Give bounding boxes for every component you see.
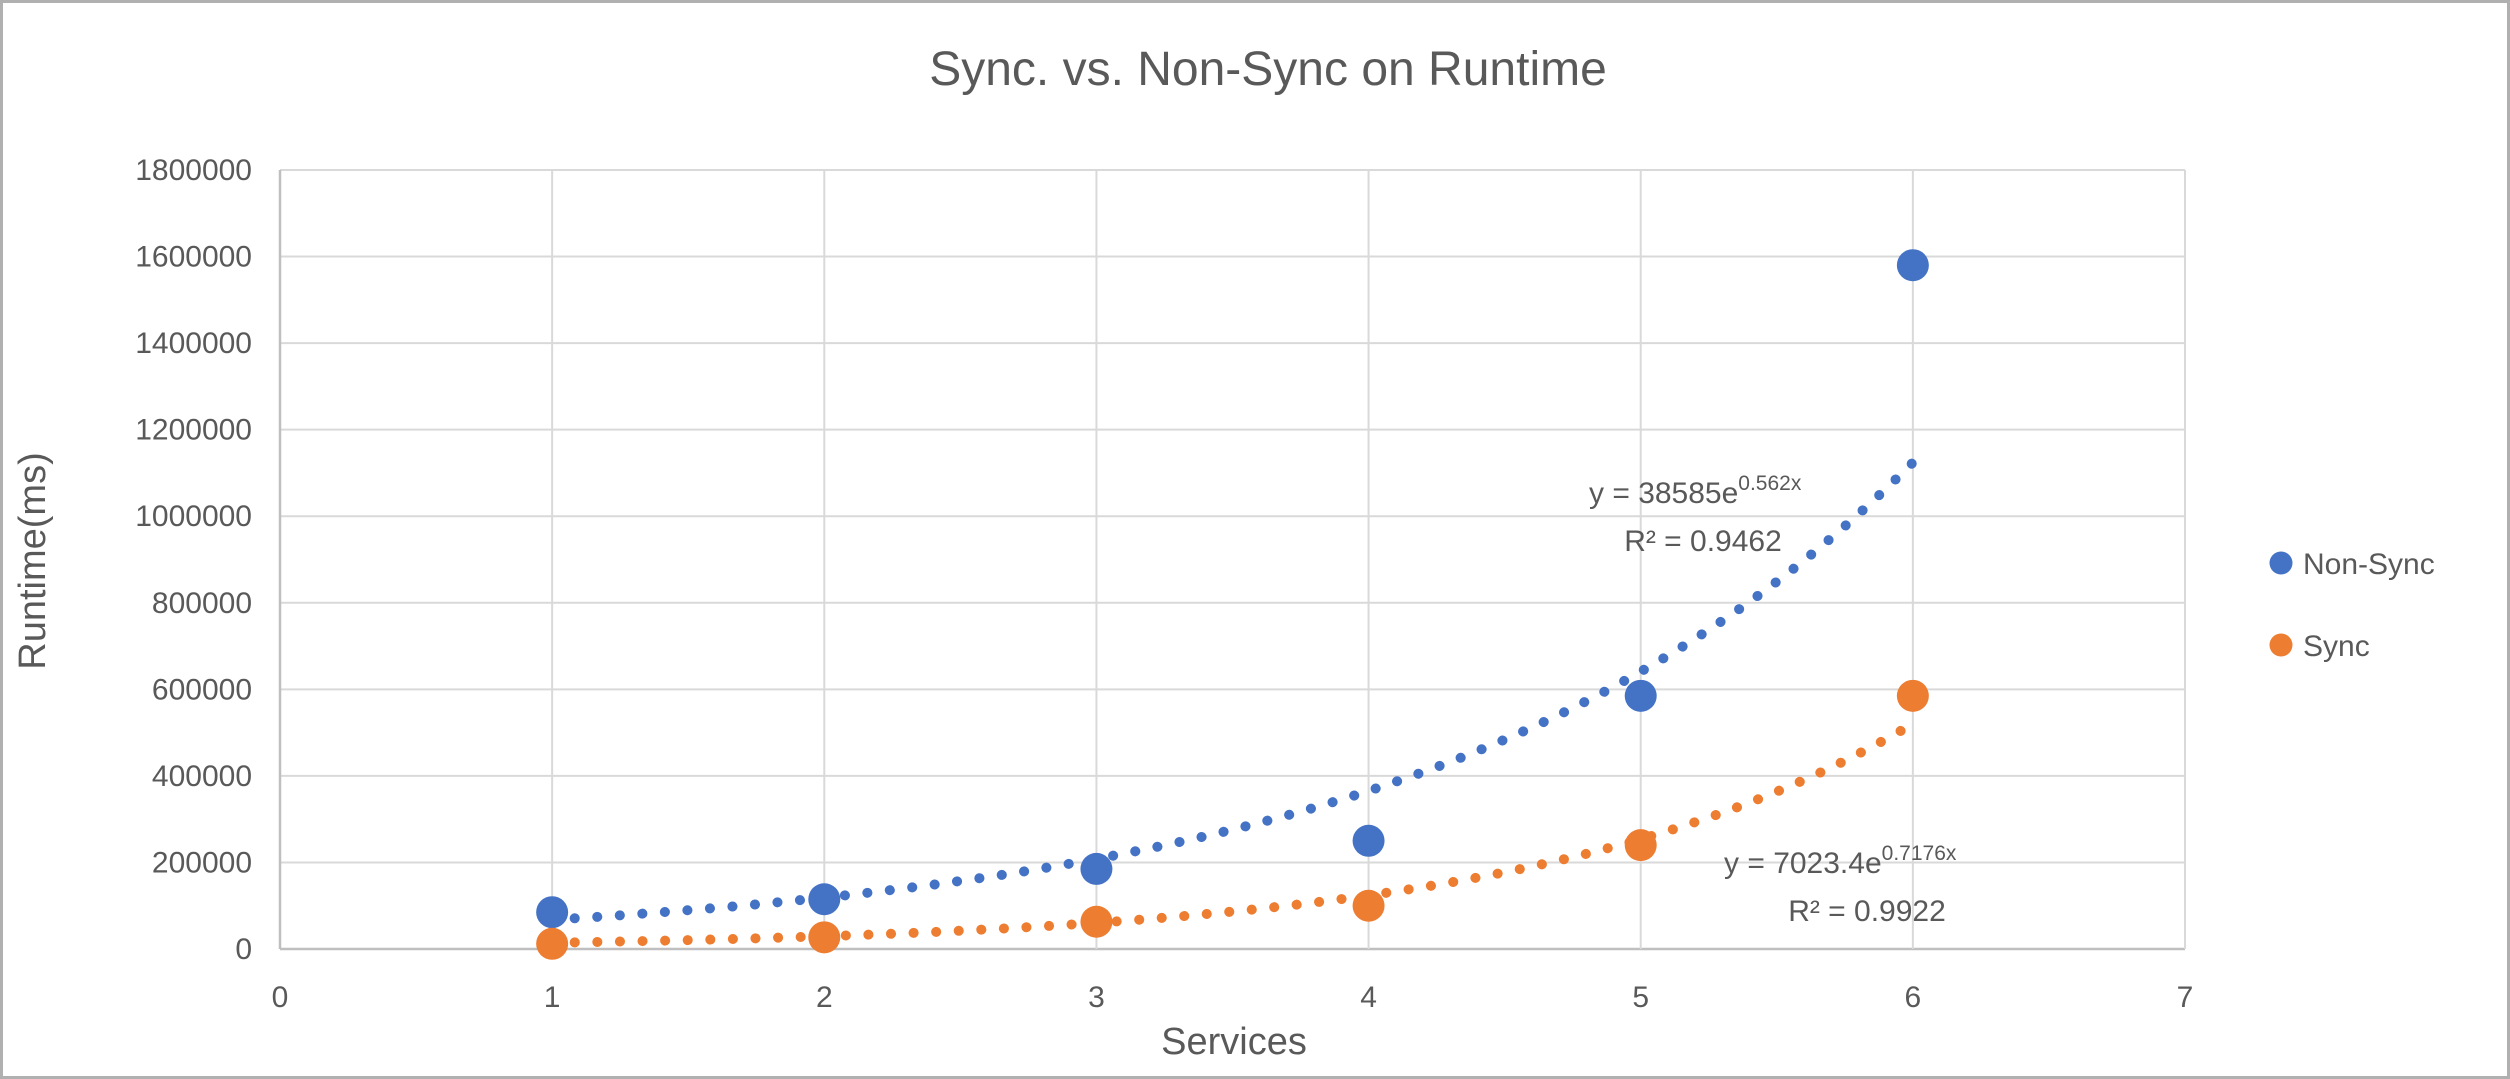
y-tick-400000: 400000 xyxy=(152,760,252,793)
trendline-equation-non-sync[interactable]: y = 38585e0.562x R² = 0.9462 xyxy=(1589,472,1802,558)
x-tick-0: 0 xyxy=(272,981,289,1014)
data-point-non-sync-5[interactable] xyxy=(1624,679,1657,712)
trendline-sync[interactable] xyxy=(547,718,1918,948)
r2-label-non-sync: R² = 0.9462 xyxy=(1624,525,1782,558)
equation-exponent-sync: 0.7176x xyxy=(1882,842,1957,865)
y-tick-600000: 600000 xyxy=(152,673,252,706)
y-tick-200000: 200000 xyxy=(152,846,252,879)
equation-exponent-non-sync: 0.562x xyxy=(1738,472,1802,495)
data-point-sync-4[interactable] xyxy=(1352,889,1385,922)
y-axis-title: Runtime(ms) xyxy=(12,452,54,669)
data-point-sync-1[interactable] xyxy=(536,927,569,960)
data-point-non-sync-4[interactable] xyxy=(1352,824,1385,857)
data-point-non-sync-1[interactable] xyxy=(536,896,569,929)
gridlines xyxy=(278,169,2186,951)
x-tick-3: 3 xyxy=(1088,981,1105,1014)
data-point-sync-6[interactable] xyxy=(1896,679,1929,712)
data-point-sync-2[interactable] xyxy=(808,921,841,954)
data-point-non-sync-3[interactable] xyxy=(1080,852,1113,885)
x-tick-6: 6 xyxy=(1905,981,1922,1014)
chart-title[interactable]: Sync. vs. Non-Sync on Runtime xyxy=(929,43,1607,96)
y-tick-1400000: 1400000 xyxy=(135,327,252,360)
y-tick-1200000: 1200000 xyxy=(135,414,252,447)
data-point-non-sync-6[interactable] xyxy=(1896,249,1929,282)
scatter-chart: 0 200000 400000 600000 800000 1000000 1200000 1… xyxy=(12,43,2435,1063)
x-tick-2: 2 xyxy=(816,981,833,1014)
x-tick-1: 1 xyxy=(544,981,561,1014)
y-tick-800000: 800000 xyxy=(152,587,252,620)
tick-labels: 0 200000 400000 600000 800000 1000000 1200000 1… xyxy=(135,154,2193,1014)
legend-item-sync[interactable]: Sync xyxy=(2269,630,2370,663)
legend-item-non-sync[interactable]: Non-Sync xyxy=(2269,548,2435,581)
data-point-sync-5[interactable] xyxy=(1624,829,1657,862)
x-tick-7: 7 xyxy=(2177,981,2194,1014)
data-points xyxy=(536,249,1929,960)
equation-base-non-sync: y = 38585e xyxy=(1589,477,1738,510)
svg-text:y = 7023.4e0.7176x: y = 7023.4e0.7176x xyxy=(1724,842,1957,880)
y-tick-1600000: 1600000 xyxy=(135,241,252,274)
legend-label-sync: Sync xyxy=(2303,630,2370,663)
legend-label-non-sync: Non-Sync xyxy=(2303,548,2435,581)
trendlines xyxy=(547,457,1918,948)
data-point-non-sync-2[interactable] xyxy=(808,883,841,916)
legend-marker-non-sync-icon xyxy=(2269,551,2293,575)
trendline-non-sync[interactable] xyxy=(547,457,1918,925)
svg-text:y = 38585e0.562x: y = 38585e0.562x xyxy=(1589,472,1802,510)
x-tick-4: 4 xyxy=(1360,981,1377,1014)
legend: Non-Sync Sync xyxy=(2269,548,2435,663)
legend-marker-sync-icon xyxy=(2269,633,2293,657)
x-tick-5: 5 xyxy=(1632,981,1649,1014)
trendline-equation-sync[interactable]: y = 7023.4e0.7176x R² = 0.9922 xyxy=(1724,842,1957,928)
y-tick-1800000: 1800000 xyxy=(135,154,252,187)
y-tick-0: 0 xyxy=(235,933,252,966)
y-tick-1000000: 1000000 xyxy=(135,500,252,533)
equation-base-sync: y = 7023.4e xyxy=(1724,847,1882,880)
data-point-sync-3[interactable] xyxy=(1080,905,1113,938)
x-axis-title: Services xyxy=(1161,1021,1307,1063)
r2-label-sync: R² = 0.9922 xyxy=(1788,895,1946,928)
